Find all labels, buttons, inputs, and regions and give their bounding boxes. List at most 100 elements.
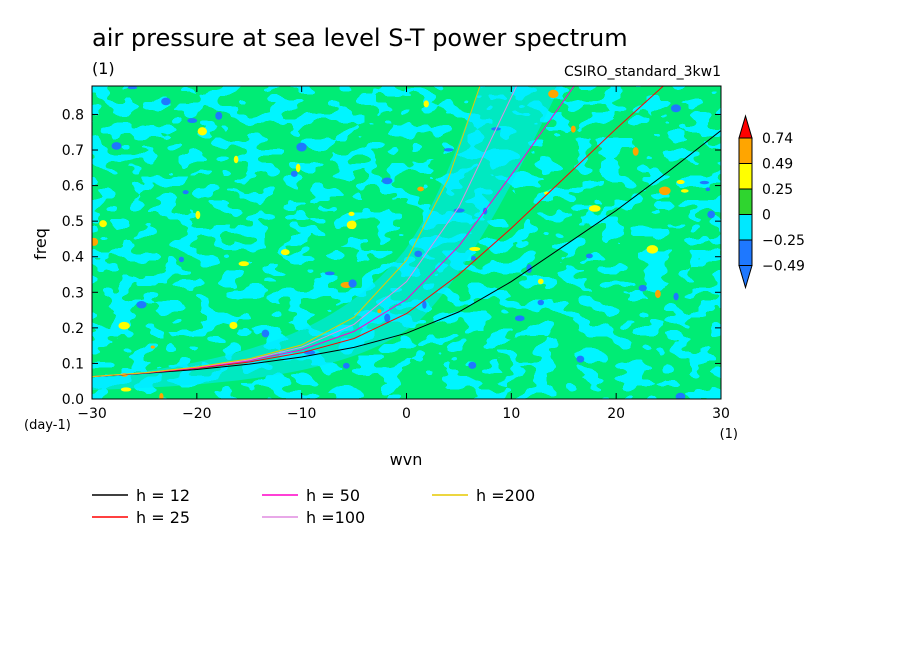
dispersion-curves bbox=[92, 86, 721, 378]
contour-speck bbox=[705, 187, 711, 192]
contour-speck bbox=[632, 147, 639, 156]
contour-speck bbox=[159, 393, 164, 399]
colorbar-label: 0 bbox=[762, 208, 771, 224]
contour-speck bbox=[178, 256, 185, 263]
colorbar-label: 0.74 bbox=[762, 131, 793, 147]
contour-speck bbox=[233, 155, 239, 164]
legend-label: h = 25 bbox=[136, 508, 190, 527]
contour-speck bbox=[423, 100, 429, 108]
contour-speck bbox=[514, 315, 525, 322]
x-tick-label: 0 bbox=[402, 406, 411, 422]
colorbar: 0.74 0.49 0.25 0 −0.25 −0.49 bbox=[738, 114, 805, 290]
contour-speck bbox=[348, 211, 355, 217]
contour-speck bbox=[576, 355, 585, 363]
contour-speck bbox=[261, 329, 270, 338]
legend-label: h =100 bbox=[306, 508, 365, 527]
contour-speck bbox=[215, 111, 223, 120]
x-tick-label: −20 bbox=[182, 406, 212, 422]
contour-speck bbox=[570, 125, 576, 133]
contour-speck bbox=[470, 255, 476, 261]
title-units: (1) bbox=[92, 59, 115, 78]
contour-speck bbox=[417, 186, 424, 192]
contour-speck bbox=[229, 321, 238, 330]
contour-speck bbox=[238, 261, 249, 267]
legend-label: h =200 bbox=[476, 486, 535, 505]
contour-speck bbox=[161, 97, 171, 106]
contour-speck bbox=[707, 210, 715, 219]
contour-speck bbox=[414, 250, 423, 258]
colorbar-max-arrow bbox=[738, 114, 753, 139]
contour-speck bbox=[537, 299, 545, 306]
y-tick-label: 0.6 bbox=[62, 179, 84, 195]
contour-speck bbox=[150, 345, 155, 349]
y-tick-label: 0.8 bbox=[62, 107, 84, 123]
contour-speck bbox=[120, 387, 132, 392]
colorbar-segment bbox=[738, 214, 753, 241]
chart-title: air pressure at sea level S-T power spec… bbox=[92, 24, 628, 52]
y-tick-label: 0.5 bbox=[62, 214, 84, 230]
colorbar-label: 0.25 bbox=[762, 182, 793, 198]
contour-speck bbox=[295, 163, 301, 173]
dispersion-curve bbox=[92, 130, 721, 378]
contour-speck bbox=[675, 392, 686, 399]
colorbar-segment bbox=[738, 239, 753, 266]
contour-speck bbox=[548, 89, 559, 99]
contour-speck bbox=[443, 148, 454, 152]
y-axis-label: freq bbox=[31, 228, 50, 260]
y-tick-label: 0.7 bbox=[62, 143, 84, 159]
contour-speck bbox=[638, 284, 647, 292]
contour-speck bbox=[585, 253, 593, 259]
x-axis: −30 −20 −10 0 10 20 30 bbox=[77, 86, 730, 422]
model-label: CSIRO_standard_3kw1 bbox=[564, 64, 721, 80]
contour-speck bbox=[699, 180, 710, 185]
contour-speck bbox=[290, 170, 298, 177]
heatmap-field bbox=[92, 86, 721, 399]
contour-speck bbox=[453, 208, 465, 213]
contour-speck bbox=[187, 118, 198, 124]
colorbar-label: 0.49 bbox=[762, 157, 793, 173]
contour-speck bbox=[588, 205, 601, 212]
contour-speck bbox=[468, 361, 477, 369]
colorbar-segment bbox=[738, 188, 753, 215]
contour-speck bbox=[348, 220, 357, 230]
colorbar-segment bbox=[738, 163, 753, 190]
contour-speck bbox=[659, 186, 671, 196]
legend-label: h = 50 bbox=[306, 486, 360, 505]
contour-speck bbox=[127, 86, 138, 90]
contour-speck bbox=[384, 313, 391, 323]
legend-label: h = 12 bbox=[136, 486, 190, 505]
colorbar-label: −0.49 bbox=[762, 259, 805, 275]
y-unit-label: (day-1) bbox=[24, 418, 71, 433]
contour-speck bbox=[676, 179, 685, 185]
contour-speck bbox=[324, 271, 335, 276]
contour-speck bbox=[195, 210, 201, 220]
contour-speck bbox=[182, 190, 189, 195]
contour-speck bbox=[646, 245, 659, 254]
x-tick-label: −10 bbox=[287, 406, 317, 422]
contour-speck bbox=[136, 300, 147, 309]
contour-speck bbox=[377, 309, 382, 314]
contour-speck bbox=[118, 321, 130, 330]
y-tick-label: 0.0 bbox=[62, 392, 84, 408]
contour-speck bbox=[348, 279, 357, 288]
dispersion-curve bbox=[92, 86, 481, 378]
contour-speck bbox=[280, 249, 290, 256]
x-tick-label: 20 bbox=[607, 406, 625, 422]
x-unit-label: (1) bbox=[720, 427, 738, 442]
contour-speck bbox=[422, 300, 427, 309]
contour-speck bbox=[342, 362, 350, 369]
contour-speck bbox=[537, 278, 544, 285]
y-axis: 0.0 0.1 0.2 0.3 0.4 0.5 0.6 0.7 0.8 bbox=[62, 107, 721, 408]
x-tick-label: −30 bbox=[77, 406, 107, 422]
contour-speck bbox=[197, 127, 207, 136]
colorbar-label: −0.25 bbox=[762, 233, 805, 249]
contour-speck bbox=[680, 189, 689, 193]
contour-speck bbox=[469, 246, 481, 252]
legend: h = 12 h = 25 h = 50 h =100 h =200 bbox=[92, 486, 535, 527]
y-tick-label: 0.3 bbox=[62, 285, 84, 301]
x-axis-label: wvn bbox=[390, 450, 423, 469]
contour-speck bbox=[673, 292, 679, 301]
y-tick-label: 0.2 bbox=[62, 321, 84, 337]
y-tick-label: 0.4 bbox=[62, 250, 84, 266]
